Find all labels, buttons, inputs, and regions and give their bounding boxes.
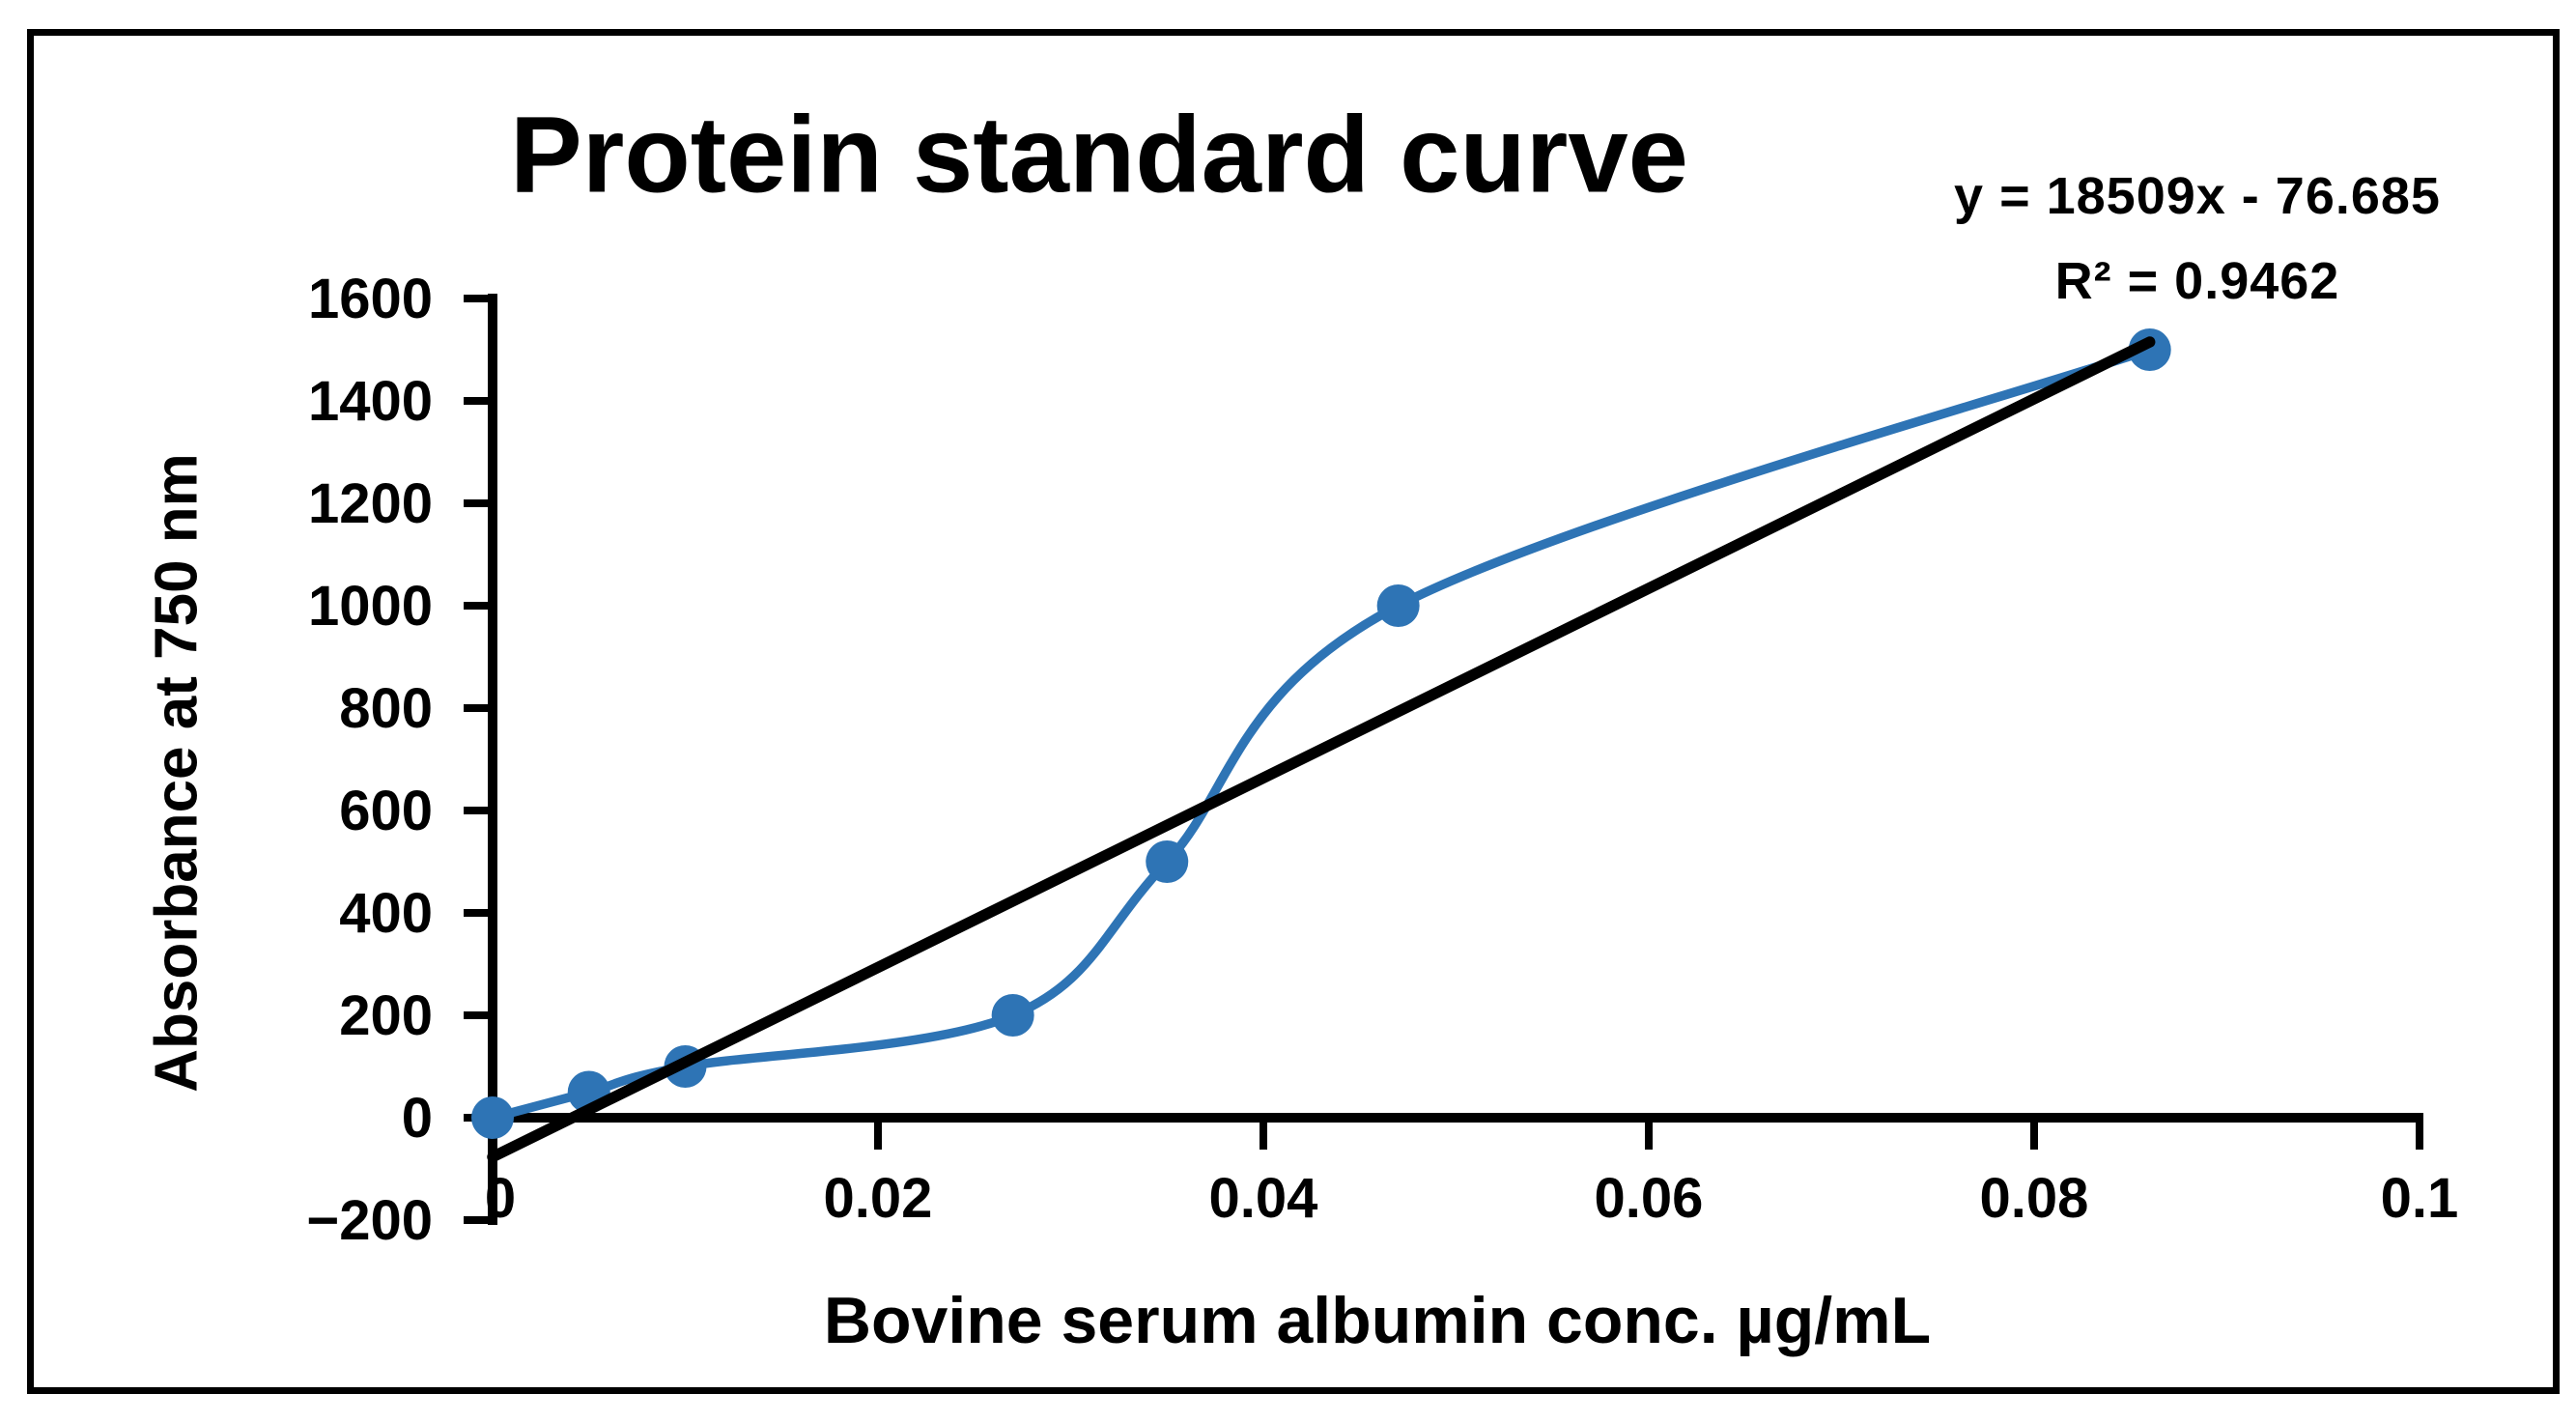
x-axis-tick-label: 0.04	[1209, 1167, 1318, 1230]
y-axis-tick-label: 1600	[308, 268, 433, 330]
data-point-marker	[2128, 328, 2171, 371]
y-axis-tick-label: 0	[402, 1087, 433, 1150]
x-axis-tick-label: 0.06	[1595, 1167, 1704, 1230]
x-axis-tick-label: 0.08	[1980, 1167, 2089, 1230]
trendline	[487, 336, 2156, 1163]
trendline-equation-label: y = 18509x - 76.685	[1954, 167, 2441, 225]
y-axis-tick-label: 1400	[308, 370, 433, 433]
r-squared-label: R² = 0.9462	[2054, 252, 2340, 310]
y-axis-title: Absorbance at 750 nm	[143, 453, 211, 1093]
y-axis-tick-label: 200	[339, 984, 433, 1047]
y-axis-tick-label: 600	[339, 780, 433, 842]
y-axis-tick-label: 800	[339, 677, 433, 740]
data-point-marker	[991, 994, 1034, 1037]
data-point-marker	[1146, 840, 1189, 883]
y-axis-tick-label: −200	[306, 1189, 433, 1252]
x-axis-tick-label: 0	[485, 1167, 516, 1230]
data-point-marker	[471, 1096, 514, 1139]
data-point-marker	[1376, 584, 1420, 627]
x-axis-tick-label: 0.02	[824, 1167, 933, 1230]
y-axis-tick-label: 1000	[308, 575, 433, 638]
y-axis-tick-label: 400	[339, 882, 433, 945]
series-smooth-line	[488, 345, 2155, 1123]
x-axis-title: Bovine serum albumin conc. µg/mL	[823, 1284, 1932, 1357]
y-axis-tick-label: 1200	[308, 472, 433, 535]
chart-border-frame	[27, 29, 2560, 1394]
chart-title: Protein standard curve	[510, 94, 1688, 215]
x-axis-tick-label: 0.1	[2381, 1167, 2459, 1230]
